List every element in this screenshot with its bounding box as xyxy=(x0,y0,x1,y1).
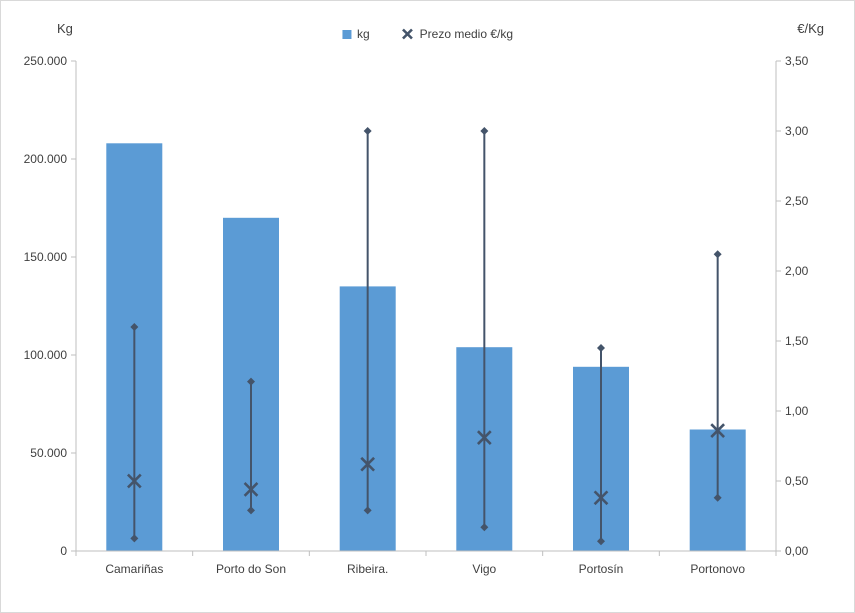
price-max-diamond-marker xyxy=(247,377,255,386)
right-axis-tick-label: 0,50 xyxy=(785,474,809,488)
price-max-diamond-marker xyxy=(480,127,489,135)
price-min-diamond-marker xyxy=(597,537,605,546)
price-min-diamond-marker xyxy=(363,506,372,515)
legend-label-kg: kg xyxy=(356,27,370,41)
price-max-diamond-marker xyxy=(130,323,139,331)
right-axis-tick-label: 2,50 xyxy=(785,194,809,208)
left-axis-tick-label: 250.000 xyxy=(24,54,68,68)
price-max-diamond-marker xyxy=(713,250,722,259)
category-label: Portosín xyxy=(579,562,624,576)
left-axis-tick-label: 200.000 xyxy=(24,152,68,166)
legend-label-prezo-medio: Prezo medio €/kg xyxy=(419,27,514,41)
price-min-diamond-marker xyxy=(713,493,722,502)
bar-series-swatch-icon xyxy=(341,29,351,39)
price-max-diamond-marker xyxy=(363,127,372,135)
left-axis-tick-label: 0 xyxy=(60,544,67,558)
right-axis-tick-label: 3,50 xyxy=(785,54,809,68)
category-label: Ribeira. xyxy=(347,562,388,576)
price-avg-x-marker xyxy=(126,473,142,489)
category-label: Camariñas xyxy=(105,562,163,576)
left-axis-tick-label: 50.000 xyxy=(30,446,67,460)
left-axis-tick-label: 150.000 xyxy=(24,250,68,264)
category-label: Vigo xyxy=(472,562,496,576)
price-avg-x-marker xyxy=(243,482,259,497)
price-avg-x-marker xyxy=(360,456,376,472)
price-avg-x-marker xyxy=(476,430,492,445)
price-avg-x-marker xyxy=(593,490,609,506)
left-axis-tick-label: 100.000 xyxy=(24,348,68,362)
right-axis-tick-label: 1,50 xyxy=(785,334,809,348)
price-min-diamond-marker xyxy=(247,506,255,515)
right-axis-tick-label: 3,00 xyxy=(785,124,809,138)
right-axis-title: €/Kg xyxy=(797,21,824,36)
right-axis-tick-label: 0,00 xyxy=(785,544,809,558)
x-marker-icon xyxy=(402,28,414,40)
price-max-diamond-marker xyxy=(597,344,605,352)
legend-item-prezo-medio: Prezo medio €/kg xyxy=(402,27,513,41)
left-axis-title: Kg xyxy=(57,21,73,36)
price-avg-x-marker xyxy=(710,423,726,438)
legend-item-kg: kg xyxy=(341,27,370,41)
legend: kg Prezo medio €/kg xyxy=(341,27,513,41)
right-axis-tick-label: 1,00 xyxy=(785,404,809,418)
price-min-diamond-marker xyxy=(480,523,489,532)
category-label: Porto do Son xyxy=(216,562,286,576)
right-axis-tick-label: 2,00 xyxy=(785,264,809,278)
price-min-diamond-marker xyxy=(130,534,139,543)
category-label: Portonovo xyxy=(690,562,745,576)
